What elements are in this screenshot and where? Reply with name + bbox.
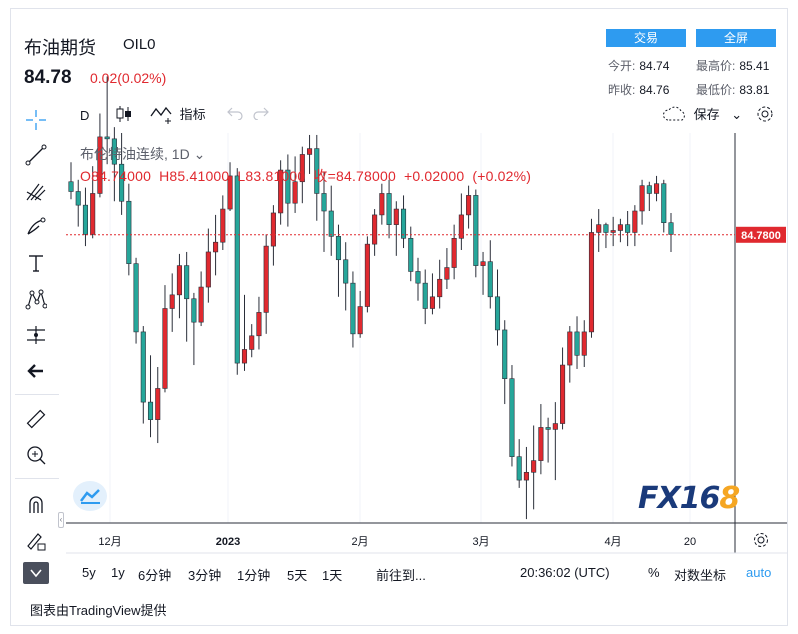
pattern-icon[interactable]	[23, 286, 49, 312]
interval-selector[interactable]: D	[80, 108, 90, 123]
range-6min[interactable]: 6分钟	[138, 568, 172, 583]
drawing-toolbar: ‹	[11, 100, 64, 612]
prediction-icon[interactable]	[23, 322, 49, 348]
collapse-toolbar-icon[interactable]	[23, 562, 49, 584]
ruler-icon[interactable]	[23, 406, 49, 432]
clock-timezone[interactable]: 20:36:02 (UTC)	[520, 565, 610, 580]
goto-date-button[interactable]: 前往到...	[376, 568, 426, 583]
log-scale-toggle[interactable]: 对数坐标	[674, 568, 727, 583]
lock-pencil-icon[interactable]	[23, 528, 49, 554]
zoom-in-icon[interactable]	[23, 442, 49, 468]
trend-line-icon[interactable]	[23, 142, 49, 168]
brush-icon[interactable]	[23, 214, 49, 240]
trade-button[interactable]: 交易	[606, 29, 686, 47]
fib-tool-icon[interactable]	[23, 178, 49, 204]
settings-gear-icon[interactable]	[755, 104, 775, 127]
instrument-title: 布油期货	[24, 38, 96, 58]
range-1min[interactable]: 1分钟	[237, 568, 271, 583]
chart-symbol-legend[interactable]: 布伦特油连续, 1D ⌄	[80, 146, 206, 162]
text-tool-icon[interactable]	[23, 250, 49, 276]
stat-open: 今开: 84.74	[608, 59, 670, 73]
stat-low: 最低价: 83.81	[696, 83, 770, 97]
range-3min[interactable]: 3分钟	[188, 568, 222, 583]
tradingview-logo-icon[interactable]	[73, 481, 107, 511]
stat-high: 最高价: 85.41	[696, 59, 770, 73]
price-change: 0.02(0.02%)	[90, 70, 167, 86]
toolbar-divider	[15, 478, 59, 479]
cloud-icon	[662, 106, 688, 125]
undo-icon[interactable]	[227, 106, 243, 123]
chart-widget-frame	[10, 8, 788, 626]
stat-prev-close: 昨收: 84.76	[608, 83, 670, 97]
indicators-icon	[150, 106, 174, 127]
tradingview-credit[interactable]: 图表由TradingView提供	[30, 603, 167, 618]
range-5d[interactable]: 5天	[287, 568, 308, 583]
sidebar-handle[interactable]: ‹	[58, 512, 64, 528]
ohlc-legend: O84.74000 H85.41000 L83.81000 收=84.78000 +0.…	[80, 168, 532, 184]
candles-icon[interactable]	[115, 104, 133, 127]
save-button[interactable]: 保存 ⌄	[662, 106, 742, 126]
auto-scale-toggle[interactable]: auto	[746, 565, 772, 580]
axis-settings-gear-icon[interactable]	[752, 531, 770, 554]
crosshair-icon[interactable]	[23, 107, 49, 133]
indicators-label: 指标	[179, 107, 206, 122]
range-5y[interactable]: 5y	[82, 565, 96, 580]
redo-icon[interactable]	[253, 106, 269, 123]
magnet-icon[interactable]	[23, 492, 49, 518]
instrument-code: OIL0	[123, 36, 156, 53]
toolbar-divider	[15, 394, 59, 395]
arrow-left-icon[interactable]	[23, 358, 49, 384]
percent-toggle[interactable]: %	[648, 565, 660, 580]
range-1y[interactable]: 1y	[111, 565, 125, 580]
fullscreen-button[interactable]: 全屏	[696, 29, 776, 47]
indicators-button[interactable]: 指标	[150, 104, 206, 128]
fx168-watermark: FX168	[638, 481, 740, 516]
chevron-down-icon: ⌄	[731, 107, 743, 122]
save-label: 保存	[693, 107, 720, 122]
last-price: 84.78	[24, 67, 72, 88]
range-1d[interactable]: 1天	[322, 568, 343, 583]
